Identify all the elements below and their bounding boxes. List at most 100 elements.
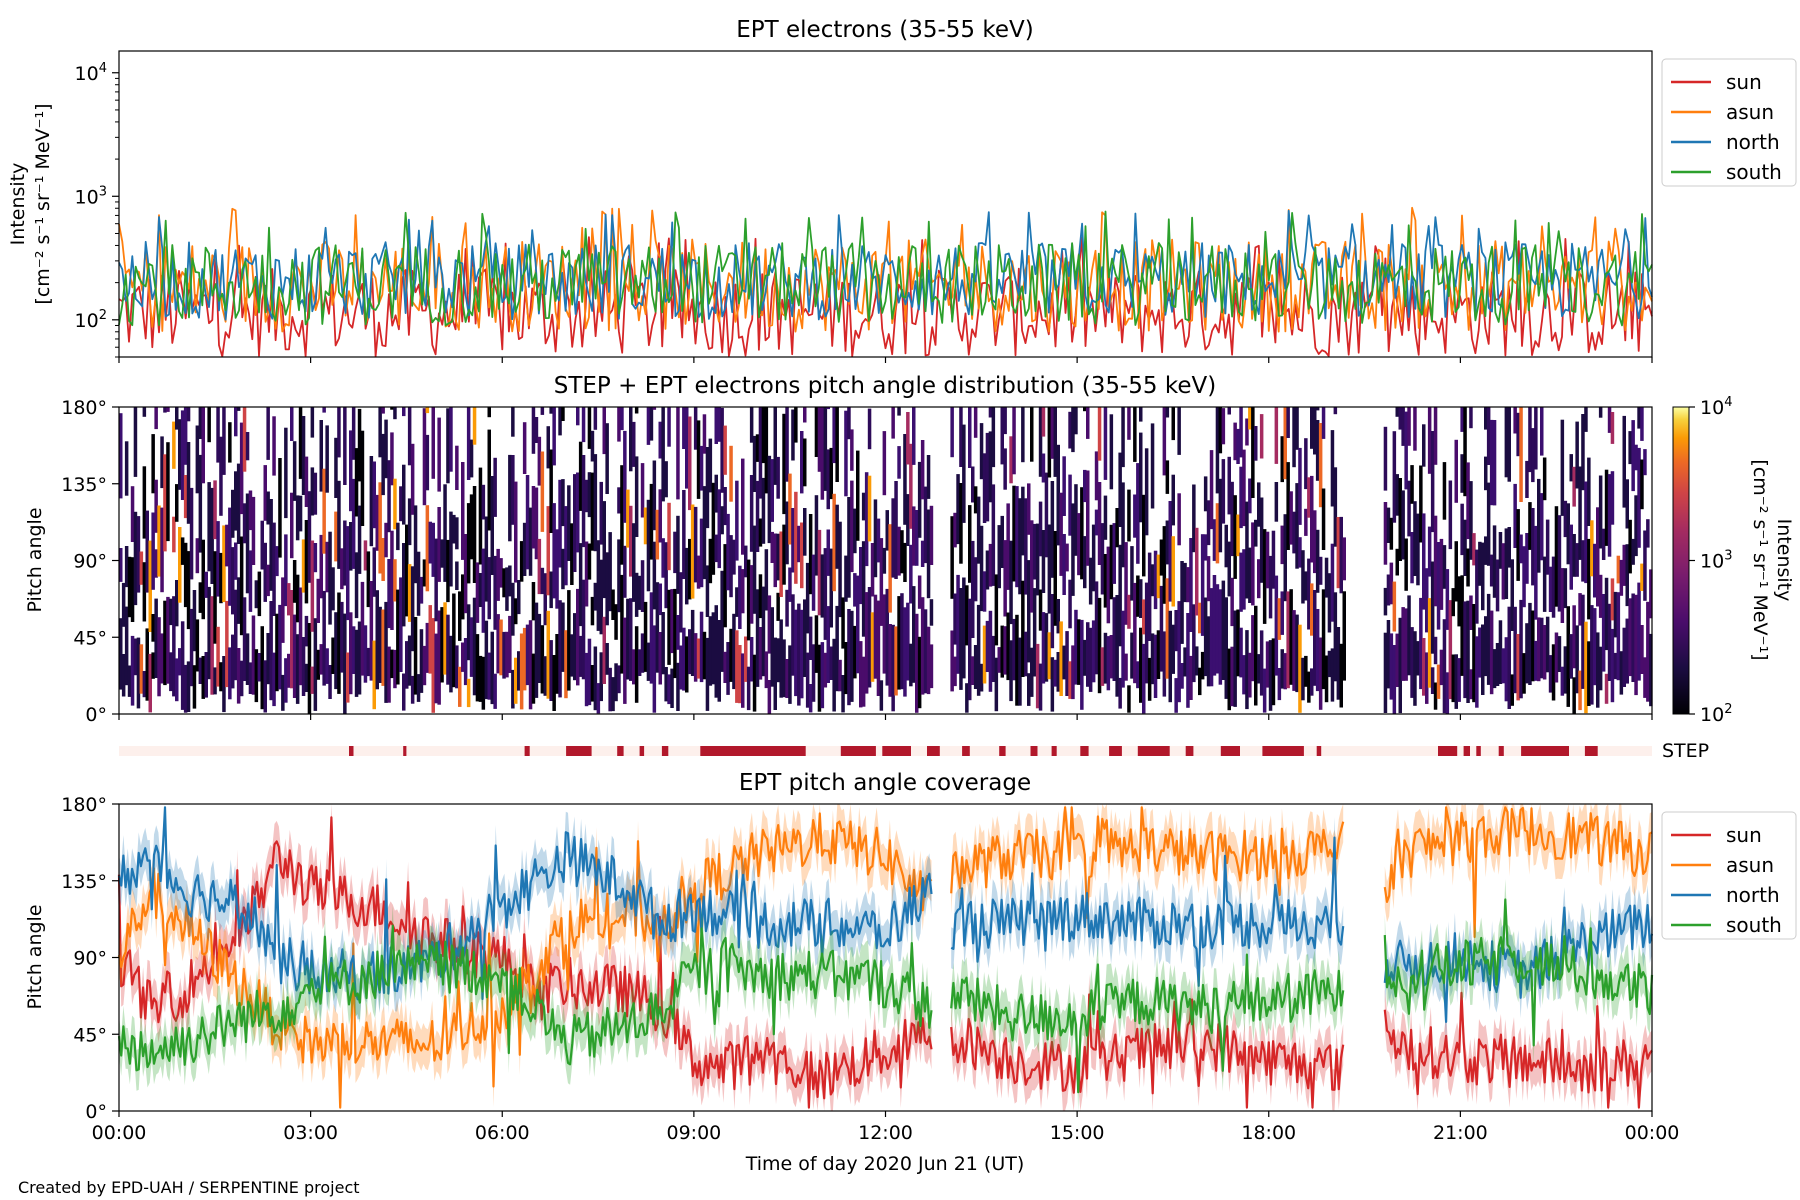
heatmap-cell bbox=[679, 645, 683, 690]
heatmap-cell bbox=[151, 614, 155, 642]
heatmap-cell bbox=[1593, 543, 1597, 598]
heatmap-cell bbox=[517, 580, 521, 615]
heatmap-cell bbox=[360, 430, 365, 526]
heatmap-cell bbox=[749, 565, 754, 624]
heatmap-cell bbox=[343, 613, 347, 714]
heatmap-cell bbox=[652, 541, 657, 610]
heatmap-cell bbox=[1504, 528, 1509, 599]
heatmap-cell bbox=[741, 653, 745, 708]
heatmap-cell bbox=[664, 542, 668, 609]
intensity-legend-label-south: south bbox=[1726, 160, 1782, 184]
heatmap-cell bbox=[537, 436, 542, 486]
heatmap-cell bbox=[295, 495, 300, 541]
heatmap-cell bbox=[304, 520, 309, 604]
heatmap-cell bbox=[540, 451, 545, 532]
heatmap-cell bbox=[900, 593, 904, 690]
heatmap-cell bbox=[1168, 610, 1172, 703]
heatmap-cell bbox=[1327, 573, 1332, 633]
heatmap-cell bbox=[685, 547, 689, 605]
heatmap-cell bbox=[493, 673, 497, 709]
heatmap-cell bbox=[1392, 645, 1397, 714]
heatmap-cell bbox=[1239, 627, 1243, 678]
heatmap-cell bbox=[1522, 653, 1526, 694]
heatmap-cell bbox=[1469, 669, 1473, 700]
heatmap-cell bbox=[1059, 621, 1063, 696]
heatmap-cell bbox=[405, 524, 409, 617]
heatmap-cell bbox=[817, 529, 822, 616]
heatmap-cell bbox=[584, 541, 589, 607]
heatmap-cell bbox=[1088, 627, 1093, 692]
heatmap-cell bbox=[788, 473, 792, 545]
heatmap-cell bbox=[655, 509, 660, 560]
heatmap-cell bbox=[1094, 509, 1099, 536]
heatmap-cell bbox=[667, 407, 671, 447]
y-tick-label: 0° bbox=[85, 704, 107, 726]
heatmap-cell bbox=[1047, 524, 1052, 614]
heatmap-cell bbox=[186, 551, 191, 630]
heatmap-cell bbox=[1448, 480, 1453, 550]
heatmap-cell bbox=[1041, 453, 1046, 483]
heatmap-cell bbox=[1271, 638, 1276, 706]
heatmap-cell bbox=[1436, 542, 1441, 630]
heatmap-cell bbox=[1065, 543, 1069, 572]
heatmap-cell bbox=[136, 516, 141, 593]
heatmap-cell bbox=[1050, 407, 1055, 459]
heatmap-cell bbox=[670, 668, 674, 708]
heatmap-cell bbox=[773, 407, 777, 485]
heatmap-cell bbox=[487, 652, 491, 700]
coverage-panel-title: EPT pitch angle coverage bbox=[739, 770, 1031, 796]
pad-x-ticks bbox=[118, 714, 1653, 720]
heatmap-cell bbox=[1301, 657, 1305, 701]
heatmap-cell bbox=[1050, 657, 1055, 712]
heatmap-cell bbox=[1321, 589, 1326, 690]
heatmap-cell bbox=[127, 665, 132, 697]
heatmap-cell bbox=[499, 558, 503, 588]
heatmap-cell bbox=[723, 651, 727, 683]
heatmap-cell bbox=[956, 474, 960, 545]
heatmap-cell bbox=[1162, 526, 1167, 604]
heatmap-cell bbox=[891, 624, 895, 712]
heatmap-cell bbox=[1584, 407, 1588, 432]
heatmap-cell bbox=[593, 582, 598, 611]
y-tick-label: 103 bbox=[75, 184, 107, 208]
heatmap-cell bbox=[867, 408, 872, 450]
heatmap-cell bbox=[387, 559, 391, 629]
heatmap-cell bbox=[1510, 674, 1514, 706]
heatmap-cell bbox=[988, 407, 993, 418]
heatmap-cell bbox=[658, 489, 662, 543]
heatmap-cell bbox=[829, 548, 833, 628]
heatmap-cell bbox=[788, 645, 792, 704]
heatmap-cell bbox=[357, 621, 362, 695]
heatmap-cell bbox=[664, 667, 668, 702]
heatmap-cell bbox=[991, 484, 996, 586]
heatmap-cell bbox=[555, 529, 559, 609]
heatmap-cell bbox=[272, 522, 276, 616]
heatmap-cell bbox=[623, 617, 627, 704]
heatmap-cell bbox=[1307, 477, 1311, 518]
heatmap-cell bbox=[519, 633, 524, 710]
heatmap-cell bbox=[953, 593, 957, 645]
heatmap-cell bbox=[1389, 517, 1394, 550]
heatmap-cell bbox=[1572, 466, 1576, 507]
heatmap-cell bbox=[213, 667, 217, 695]
heatmap-cell bbox=[148, 540, 152, 632]
heatmap-cell bbox=[1083, 536, 1087, 589]
heatmap-cell bbox=[1634, 594, 1638, 696]
heatmap-cell bbox=[1516, 634, 1520, 701]
heatmap-cell bbox=[761, 407, 766, 464]
heatmap-cell bbox=[1230, 577, 1234, 627]
intensity-legend-label-sun: sun bbox=[1726, 70, 1762, 94]
y-tick-label: 102 bbox=[75, 308, 107, 332]
heatmap-cell bbox=[313, 618, 318, 711]
heatmap-cell bbox=[1003, 626, 1007, 675]
heatmap-cell bbox=[1590, 605, 1594, 705]
heatmap-cell bbox=[1560, 666, 1565, 696]
colorbar-ticks: 102 103 104 bbox=[1689, 395, 1732, 726]
heatmap-cell bbox=[310, 467, 315, 516]
heatmap-cell bbox=[558, 407, 562, 436]
heatmap-cell bbox=[1598, 475, 1603, 549]
heatmap-cell bbox=[180, 410, 185, 500]
step-interval-bar bbox=[882, 746, 911, 756]
heatmap-cell bbox=[1233, 495, 1237, 579]
heatmap-cell bbox=[422, 645, 427, 686]
